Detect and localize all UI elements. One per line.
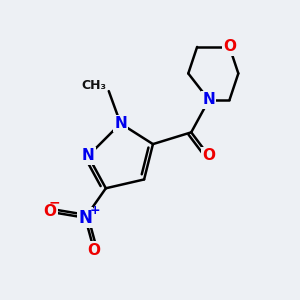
Text: N: N bbox=[82, 148, 94, 164]
Text: N: N bbox=[78, 209, 92, 227]
Text: O: O bbox=[202, 148, 215, 164]
Text: −: − bbox=[49, 195, 60, 209]
Text: N: N bbox=[202, 92, 215, 107]
Text: O: O bbox=[88, 243, 100, 258]
Text: N: N bbox=[114, 116, 127, 131]
Text: +: + bbox=[89, 204, 100, 217]
Text: O: O bbox=[44, 204, 56, 219]
Text: O: O bbox=[223, 39, 236, 54]
Text: CH₃: CH₃ bbox=[82, 79, 106, 92]
